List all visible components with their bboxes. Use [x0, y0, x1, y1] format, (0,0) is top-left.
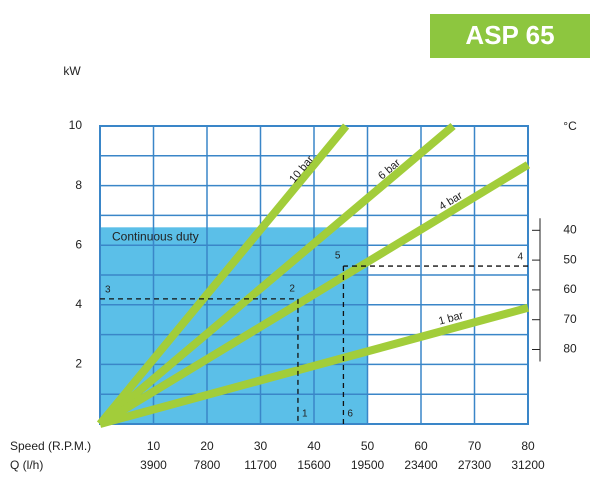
pressure-line [98, 303, 530, 428]
x2-tick-label: 31200 [511, 458, 545, 472]
x-tick-label: 20 [200, 439, 214, 453]
y-tick-label: 10 [69, 118, 83, 132]
x2-tick-label: 7800 [194, 458, 221, 472]
x-tick-label: 50 [361, 439, 375, 453]
pressure-line [97, 122, 456, 428]
pressure-line [97, 161, 531, 428]
y2-tick-label: 80 [563, 342, 577, 356]
y2-axis-label: °C [563, 119, 577, 133]
x-axis-label: Speed (R.P.M.) [10, 439, 91, 453]
y2-tick-label: 40 [563, 222, 577, 236]
point-label: 1 [302, 409, 308, 420]
y2-tick-label: 50 [563, 252, 577, 266]
region-label: Continuous duty [112, 229, 199, 243]
y2-tick-label: 60 [563, 282, 577, 296]
x2-tick-label: 19500 [351, 458, 385, 472]
y2-tick-label: 70 [563, 312, 577, 326]
plot-frame [99, 125, 529, 425]
x2-tick-label: 11700 [244, 458, 277, 472]
y-tick-label: 2 [75, 357, 82, 371]
y-tick-label: 6 [75, 237, 82, 251]
x-tick-label: 30 [254, 439, 268, 453]
x-tick-label: 10 [147, 439, 161, 453]
title-box [430, 14, 590, 58]
y-axis-label: kW [63, 64, 81, 78]
chart-title: ASP 65 [465, 20, 554, 50]
x-tick-label: 40 [307, 439, 321, 453]
point-label: 2 [289, 283, 295, 294]
y-tick-label: 8 [75, 178, 82, 192]
x2-tick-label: 23400 [404, 458, 438, 472]
pressure-line [96, 123, 350, 427]
x-tick-label: 60 [414, 439, 428, 453]
x-tick-label: 80 [521, 439, 535, 453]
x2-tick-label: 3900 [140, 458, 167, 472]
x-tick-label: 70 [468, 439, 482, 453]
point-label: 6 [347, 409, 353, 420]
x2-tick-label: 15600 [297, 458, 331, 472]
y-tick-label: 4 [75, 297, 82, 311]
x2-tick-label: 27300 [458, 458, 492, 472]
point-label: 4 [517, 252, 523, 263]
point-label: 3 [105, 284, 111, 295]
x2-axis-label: Q (l/h) [10, 458, 43, 472]
point-label: 5 [335, 251, 341, 262]
